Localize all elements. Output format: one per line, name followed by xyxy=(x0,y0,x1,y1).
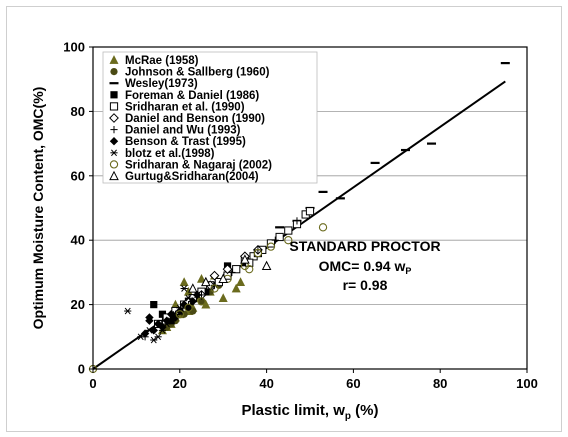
data-point-series-4 xyxy=(284,226,293,235)
legend-marker xyxy=(109,102,119,111)
x-axis-title-subscript: p xyxy=(345,411,351,422)
data-point-series-8 xyxy=(167,317,175,325)
data-point-series-8 xyxy=(180,285,188,292)
data-point-series-10 xyxy=(218,273,229,283)
legend-marker xyxy=(110,91,118,99)
plot-border xyxy=(92,46,528,370)
annotation-title: STANDARD PROCTOR xyxy=(289,238,440,254)
data-point-series-5 xyxy=(209,270,220,281)
data-point-series-7 xyxy=(184,303,193,313)
x-tick-label: 0 xyxy=(89,376,96,391)
data-point-series-9 xyxy=(184,303,193,312)
y-tick-label: 40 xyxy=(71,233,85,248)
x-axis-title: Plastic limit, wp (%) xyxy=(242,402,379,422)
data-point-series-7 xyxy=(158,322,167,332)
data-point-series-8 xyxy=(124,307,132,315)
data-point-series-9 xyxy=(197,297,206,306)
data-point-series-8 xyxy=(163,320,171,328)
annotation-equation: OMC= 0.94 wP xyxy=(319,258,412,276)
chart-frame: 0 20 40 60 80 100 0 20 40 60 80 100 Plastic limit,… xyxy=(6,6,562,432)
data-point-series-7 xyxy=(188,297,198,306)
data-point-series-7 xyxy=(140,329,150,338)
data-point-series-8 xyxy=(145,327,154,334)
legend-label: Gurtug&Sridharan(2004) xyxy=(125,171,259,183)
data-point-series-9 xyxy=(253,248,263,258)
legend-marker xyxy=(109,137,119,146)
data-point-series-9 xyxy=(266,242,276,251)
y-tick-label: 0 xyxy=(78,362,85,377)
data-point-series-8 xyxy=(184,294,193,302)
data-point-series-9 xyxy=(245,265,254,274)
legend-box xyxy=(102,51,318,184)
data-point-series-5 xyxy=(222,264,233,275)
legend: McRae (1958)Johnson & Sallberg (1960)Wes… xyxy=(102,51,318,184)
data-point-series-1 xyxy=(197,297,206,305)
omc-vs-plastic-limit-chart: 0 20 40 60 80 100 0 20 40 60 80 100 Plastic limit,… xyxy=(30,40,538,423)
legend-label: Wesley(1973) xyxy=(125,78,198,90)
data-point-series-0 xyxy=(236,277,246,286)
legend-marker xyxy=(110,126,118,134)
data-point-series-8 xyxy=(154,333,162,341)
x-tick-label: 100 xyxy=(516,376,538,391)
data-point-series-9 xyxy=(210,284,219,293)
legend-marker xyxy=(109,160,119,169)
legend-marker xyxy=(109,170,119,181)
data-point-series-10 xyxy=(240,254,250,264)
legend-label: Johnson & Sallberg (1960) xyxy=(125,67,270,79)
data-point-series-8 xyxy=(193,291,201,299)
data-point-series-3 xyxy=(202,288,210,296)
data-point-series-4 xyxy=(305,207,315,216)
y-axis-ticks: 0 20 40 60 80 100 xyxy=(63,40,93,377)
legend-label: Daniel and Wu (1993) xyxy=(125,125,241,137)
legend-label: McRae (1958) xyxy=(125,55,199,67)
legend-label: blotz et al.(1998) xyxy=(125,148,215,160)
data-point-series-10 xyxy=(188,283,198,293)
data-point-series-4 xyxy=(232,265,241,274)
annotation-r-value: r= 0.98 xyxy=(343,277,388,293)
x-tick-label: 40 xyxy=(259,376,273,391)
x-axis-ticks: 0 20 40 60 80 100 xyxy=(89,369,538,391)
data-point-series-6 xyxy=(228,268,236,276)
data-point-series-8 xyxy=(150,336,158,344)
x-tick-label: 80 xyxy=(433,376,447,391)
legend-label: Sridharan & Nagaraj (2002) xyxy=(125,159,272,171)
data-point-series-0 xyxy=(197,273,206,283)
x-tick-label: 60 xyxy=(346,376,360,391)
data-point-series-8 xyxy=(158,327,167,334)
data-point-series-7 xyxy=(145,316,154,325)
data-point-series-3 xyxy=(150,301,158,309)
data-point-series-0 xyxy=(231,283,241,293)
y-axis-title: Optimum Moisture Content, OMC(%) xyxy=(30,87,46,330)
legend-marker xyxy=(110,149,118,157)
legend-label: Sridharan et al. (1990) xyxy=(125,101,245,113)
data-point-series-10 xyxy=(201,276,211,287)
data-point-series-9 xyxy=(284,236,293,245)
legend-label: Foreman & Daniel (1986) xyxy=(125,90,259,102)
y-tick-label: 80 xyxy=(71,104,85,119)
data-point-series-0 xyxy=(179,277,189,286)
data-point-series-3 xyxy=(158,310,167,318)
data-point-series-9 xyxy=(318,223,328,232)
y-tick-label: 20 xyxy=(71,297,85,312)
y-tick-label: 100 xyxy=(63,40,85,55)
x-tick-label: 20 xyxy=(173,376,187,391)
y-tick-label: 60 xyxy=(71,168,85,183)
annotation-equation-subscript: P xyxy=(405,266,411,276)
data-point-series-7 xyxy=(171,313,180,322)
legend-marker xyxy=(109,113,119,123)
data-point-series-9 xyxy=(175,310,184,319)
legend-label: Daniel and Benson (1990) xyxy=(125,113,265,125)
data-point-series-6 xyxy=(293,217,301,225)
data-point-series-10 xyxy=(261,260,272,271)
legend-marker xyxy=(109,55,119,64)
data-point-series-0 xyxy=(218,293,228,303)
data-points xyxy=(88,61,510,374)
data-point-series-4 xyxy=(275,232,284,242)
legend-marker xyxy=(110,68,118,76)
data-point-series-8 xyxy=(137,333,145,341)
data-point-series-8 xyxy=(176,304,184,312)
legend-label: Benson & Trast (1995) xyxy=(125,136,246,148)
data-point-series-6 xyxy=(271,236,279,244)
annotation-box: STANDARD PROCTOR OMC= 0.94 wP r= 0.98 xyxy=(289,238,440,293)
